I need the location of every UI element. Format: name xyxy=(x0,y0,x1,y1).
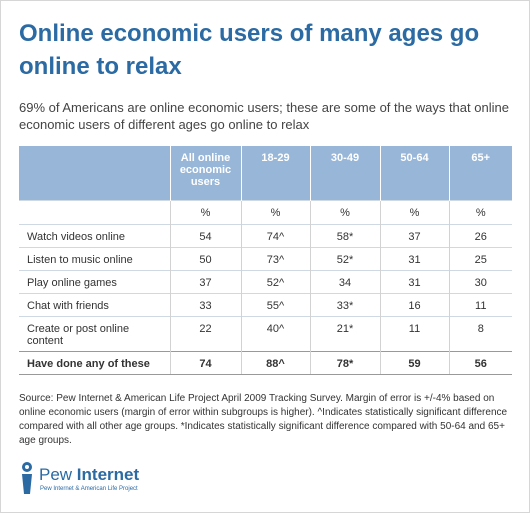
chart-title: Online economic users of many ages go on… xyxy=(19,20,480,80)
keyhole-icon xyxy=(22,462,32,494)
logo-subtitle: Pew Internet & American Life Project xyxy=(40,486,138,492)
data-cell: 74^ xyxy=(240,224,310,248)
header-row: All online economic users 18-29 30-49 50… xyxy=(19,146,512,201)
data-cell: 88^ xyxy=(240,351,310,375)
data-cell: 54 xyxy=(169,224,241,248)
data-cell: 52^ xyxy=(240,270,310,294)
data-cell: 58* xyxy=(309,224,380,248)
logo-word-bold: Internet xyxy=(76,465,140,484)
column-header-label xyxy=(19,146,170,201)
data-cell: 34 xyxy=(309,270,380,294)
units-cell: % xyxy=(379,200,449,225)
data-cell: 37 xyxy=(169,270,241,294)
row-label: Create or post online content xyxy=(19,316,170,352)
data-cell: 73^ xyxy=(240,247,310,271)
row-label: Play online games xyxy=(19,270,170,294)
total-row: Have done any of these 74 88^ 78* 59 56 xyxy=(19,351,512,375)
units-cell: % xyxy=(169,200,241,225)
data-cell: 22 xyxy=(169,316,241,352)
row-label: Chat with friends xyxy=(19,293,170,317)
data-cell: 8 xyxy=(448,316,512,352)
data-cell: 56 xyxy=(448,351,512,375)
row-label: Listen to music online xyxy=(19,247,170,271)
units-cell: % xyxy=(309,200,380,225)
data-cell: 11 xyxy=(379,316,449,352)
data-cell: 11 xyxy=(448,293,512,317)
table-row: Listen to music online 50 73^ 52* 31 25 xyxy=(19,247,512,271)
data-cell: 33* xyxy=(309,293,380,317)
logo-word-light: Pew xyxy=(39,465,77,484)
column-header-18-29: 18-29 xyxy=(240,146,310,201)
table-row: Create or post online content 22 40^ 21*… xyxy=(19,316,512,352)
units-cell: % xyxy=(448,200,512,225)
units-cell xyxy=(19,200,170,225)
data-cell: 31 xyxy=(379,247,449,271)
column-header-65plus: 65+ xyxy=(448,146,512,201)
data-cell: 50 xyxy=(169,247,241,271)
table-row: Chat with friends 33 55^ 33* 16 11 xyxy=(19,293,512,317)
data-cell: 33 xyxy=(169,293,241,317)
data-cell: 37 xyxy=(379,224,449,248)
column-header-30-49: 30-49 xyxy=(309,146,380,201)
units-row: % % % % % xyxy=(19,200,512,225)
data-cell: 25 xyxy=(448,247,512,271)
data-cell: 55^ xyxy=(240,293,310,317)
logo-wordmark: Pew Internet xyxy=(39,465,139,485)
column-header-50-64: 50-64 xyxy=(379,146,449,201)
data-cell: 40^ xyxy=(240,316,310,352)
data-table: All online economic users 18-29 30-49 50… xyxy=(19,146,512,375)
row-label: Have done any of these xyxy=(19,351,170,375)
data-cell: 26 xyxy=(448,224,512,248)
data-cell: 31 xyxy=(379,270,449,294)
units-cell: % xyxy=(240,200,310,225)
source-note: Source: Pew Internet & American Life Pro… xyxy=(19,393,508,446)
data-cell: 30 xyxy=(448,270,512,294)
chart-subtitle: 69% of Americans are online economic use… xyxy=(19,100,509,132)
data-cell: 78* xyxy=(309,351,380,375)
column-header-all: All online economic users xyxy=(169,146,241,201)
data-cell: 59 xyxy=(379,351,449,375)
table-row: Play online games 37 52^ 34 31 30 xyxy=(19,270,512,294)
table-row: Watch videos online 54 74^ 58* 37 26 xyxy=(19,224,512,248)
pew-internet-logo: Pew Internet Pew Internet & American Lif… xyxy=(19,459,159,501)
data-cell: 74 xyxy=(169,351,241,375)
row-label: Watch videos online xyxy=(19,224,170,248)
data-cell: 52* xyxy=(309,247,380,271)
data-cell: 16 xyxy=(379,293,449,317)
data-cell: 21* xyxy=(309,316,380,352)
